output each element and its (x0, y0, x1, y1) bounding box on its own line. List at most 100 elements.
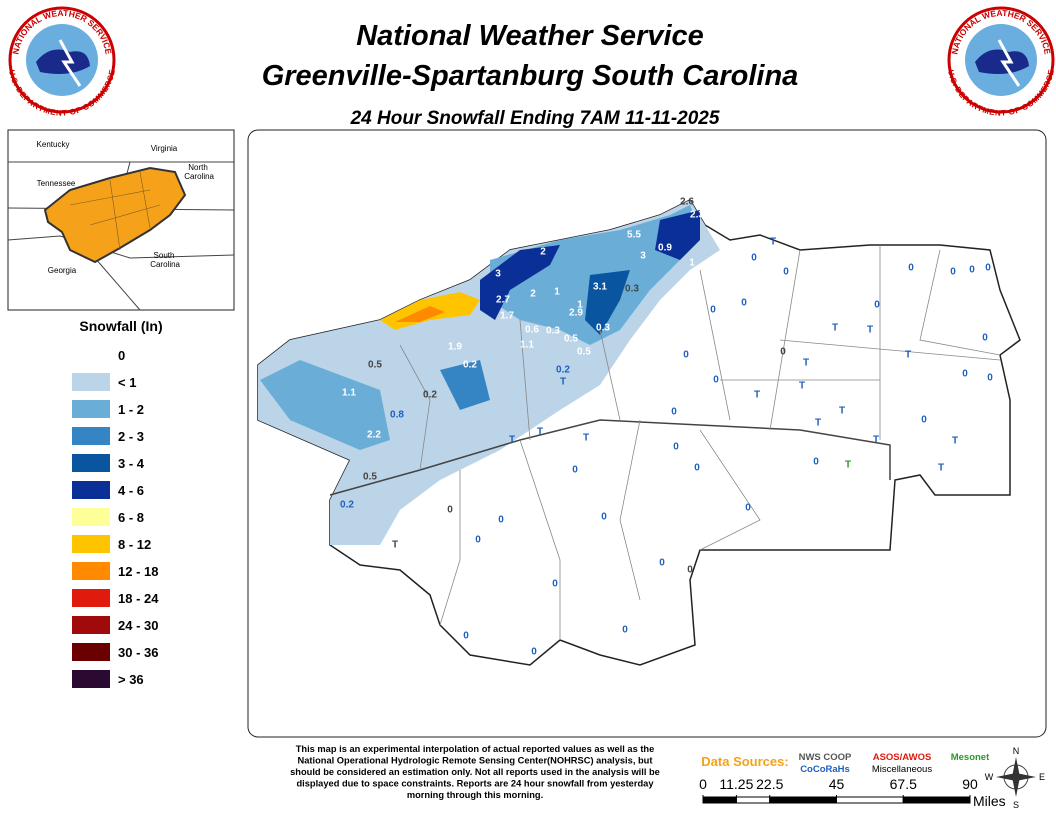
snow-report: 0 (463, 631, 469, 642)
snow-report: 0 (713, 375, 719, 386)
snow-report: 1 (554, 287, 560, 298)
snow-report: 0 (780, 347, 786, 358)
compass: N S E W (985, 746, 1045, 810)
legend-label: 2 - 3 (118, 429, 144, 444)
snow-report: 0.2 (340, 500, 354, 511)
sources-title: Data Sources: (701, 754, 788, 769)
snow-report: T (905, 350, 911, 361)
legend-swatch (72, 670, 110, 688)
legend-label: 24 - 30 (118, 618, 158, 633)
snow-report: T (815, 418, 821, 429)
inset-label: Kentucky (37, 140, 70, 149)
snow-report: 0.3 (625, 284, 639, 295)
snow-report: 0 (622, 625, 628, 636)
disclaimer-line: displayed due to space constraints. Repo… (296, 779, 654, 789)
subtitle: 24 Hour Snowfall Ending 7AM 11-11-2025 (350, 108, 720, 129)
disclaimer-line: This map is an experimental interpolatio… (296, 744, 655, 754)
inset-label: South Carolina (148, 251, 181, 269)
snow-report: 1 (577, 300, 583, 311)
legend-swatch (72, 562, 110, 580)
compass-letter: N (1013, 746, 1020, 756)
snow-report: 0 (572, 465, 578, 476)
snow-report: 0.5 (368, 360, 382, 371)
inset-label: Virginia (151, 144, 178, 153)
snow-report: 0 (921, 415, 927, 426)
snow-report: 0.5 (363, 472, 377, 483)
scale-segment (836, 796, 904, 804)
snow-report: 0 (673, 442, 679, 453)
snow-report: 2.9 (569, 308, 583, 319)
snow-report: 2.3 (690, 210, 704, 221)
snow-report: T (938, 463, 944, 474)
disclaimer-line: National Operational Hydrologic Remote S… (298, 756, 653, 766)
snow-report: 3 (495, 269, 501, 280)
snow-report: T (839, 406, 845, 417)
source: NWS COOP (799, 752, 852, 763)
compass-letter: E (1039, 772, 1045, 782)
snow-report: 2 (530, 289, 536, 300)
snow-report: T (803, 358, 809, 369)
legend-label: 6 - 8 (118, 510, 144, 525)
snow-report: T (873, 435, 879, 446)
snow-report: 0.6 (525, 325, 539, 336)
compass-letter: W (985, 772, 994, 782)
legend-swatch (72, 535, 110, 553)
snow-report: 3 (640, 251, 646, 262)
legend-label: 12 - 18 (118, 564, 158, 579)
legend-swatch (72, 643, 110, 661)
legend-label: 3 - 4 (118, 456, 145, 471)
scale-label: 67.5 (890, 776, 917, 792)
snow-report: 0 (745, 503, 751, 514)
legend-label: 30 - 36 (118, 645, 158, 660)
snow-report: 0 (813, 457, 819, 468)
snow-report: T (952, 436, 958, 447)
inset-label: Georgia (48, 266, 77, 275)
legend-swatch (72, 427, 110, 445)
legend-label: 18 - 24 (118, 591, 159, 606)
snow-report: 0 (683, 350, 689, 361)
snow-report: T (754, 390, 760, 401)
scale-label: 22.5 (756, 776, 783, 792)
snow-report: 0 (671, 407, 677, 418)
snow-report: 2 (540, 247, 546, 258)
legend-swatch (72, 508, 110, 526)
inset-label: Tennessee (37, 179, 76, 188)
scale-label: 11.25 (719, 776, 753, 792)
snow-report: T (770, 237, 776, 248)
snow-report: 3.1 (593, 282, 607, 293)
snow-report: 0 (741, 298, 747, 309)
title: National Weather Service (356, 20, 704, 52)
snow-report: 0 (531, 647, 537, 658)
snow-report: 0 (969, 265, 975, 276)
snow-report: 0 (447, 505, 453, 516)
snow-report: T (867, 325, 873, 336)
inset-label: North Carolina (182, 163, 215, 181)
snow-report: 0 (751, 253, 757, 264)
disclaimer-line: should be considered an estimation only.… (290, 767, 660, 777)
snow-report: 0 (874, 300, 880, 311)
map (257, 199, 1021, 666)
legend-swatch (72, 616, 110, 634)
scale-segment (769, 796, 837, 804)
snow-report: 1.1 (342, 388, 356, 399)
snow-report: 5.5 (627, 230, 641, 241)
snow-report: 0 (659, 558, 665, 569)
legend-label: 4 - 6 (118, 483, 144, 498)
snow-report: T (832, 323, 838, 334)
scale-segment (902, 796, 971, 804)
legend-label: 0 (118, 348, 125, 363)
snow-report: 0 (985, 263, 991, 274)
snow-report: 0 (962, 369, 968, 380)
legend-label: 8 - 12 (118, 537, 151, 552)
scale-label: 0 (699, 776, 707, 792)
logo: NATIONAL WEATHER SERVICE U.S. DEPARTMENT… (7, 6, 117, 118)
logo: NATIONAL WEATHER SERVICE U.S. DEPARTMENT… (946, 6, 1056, 118)
snow-report: T (560, 377, 566, 388)
legend-title: Snowfall (In) (79, 318, 162, 334)
snow-report: 0 (908, 263, 914, 274)
snow-report: 0.3 (546, 326, 560, 337)
snow-report: 2.6 (680, 197, 694, 208)
